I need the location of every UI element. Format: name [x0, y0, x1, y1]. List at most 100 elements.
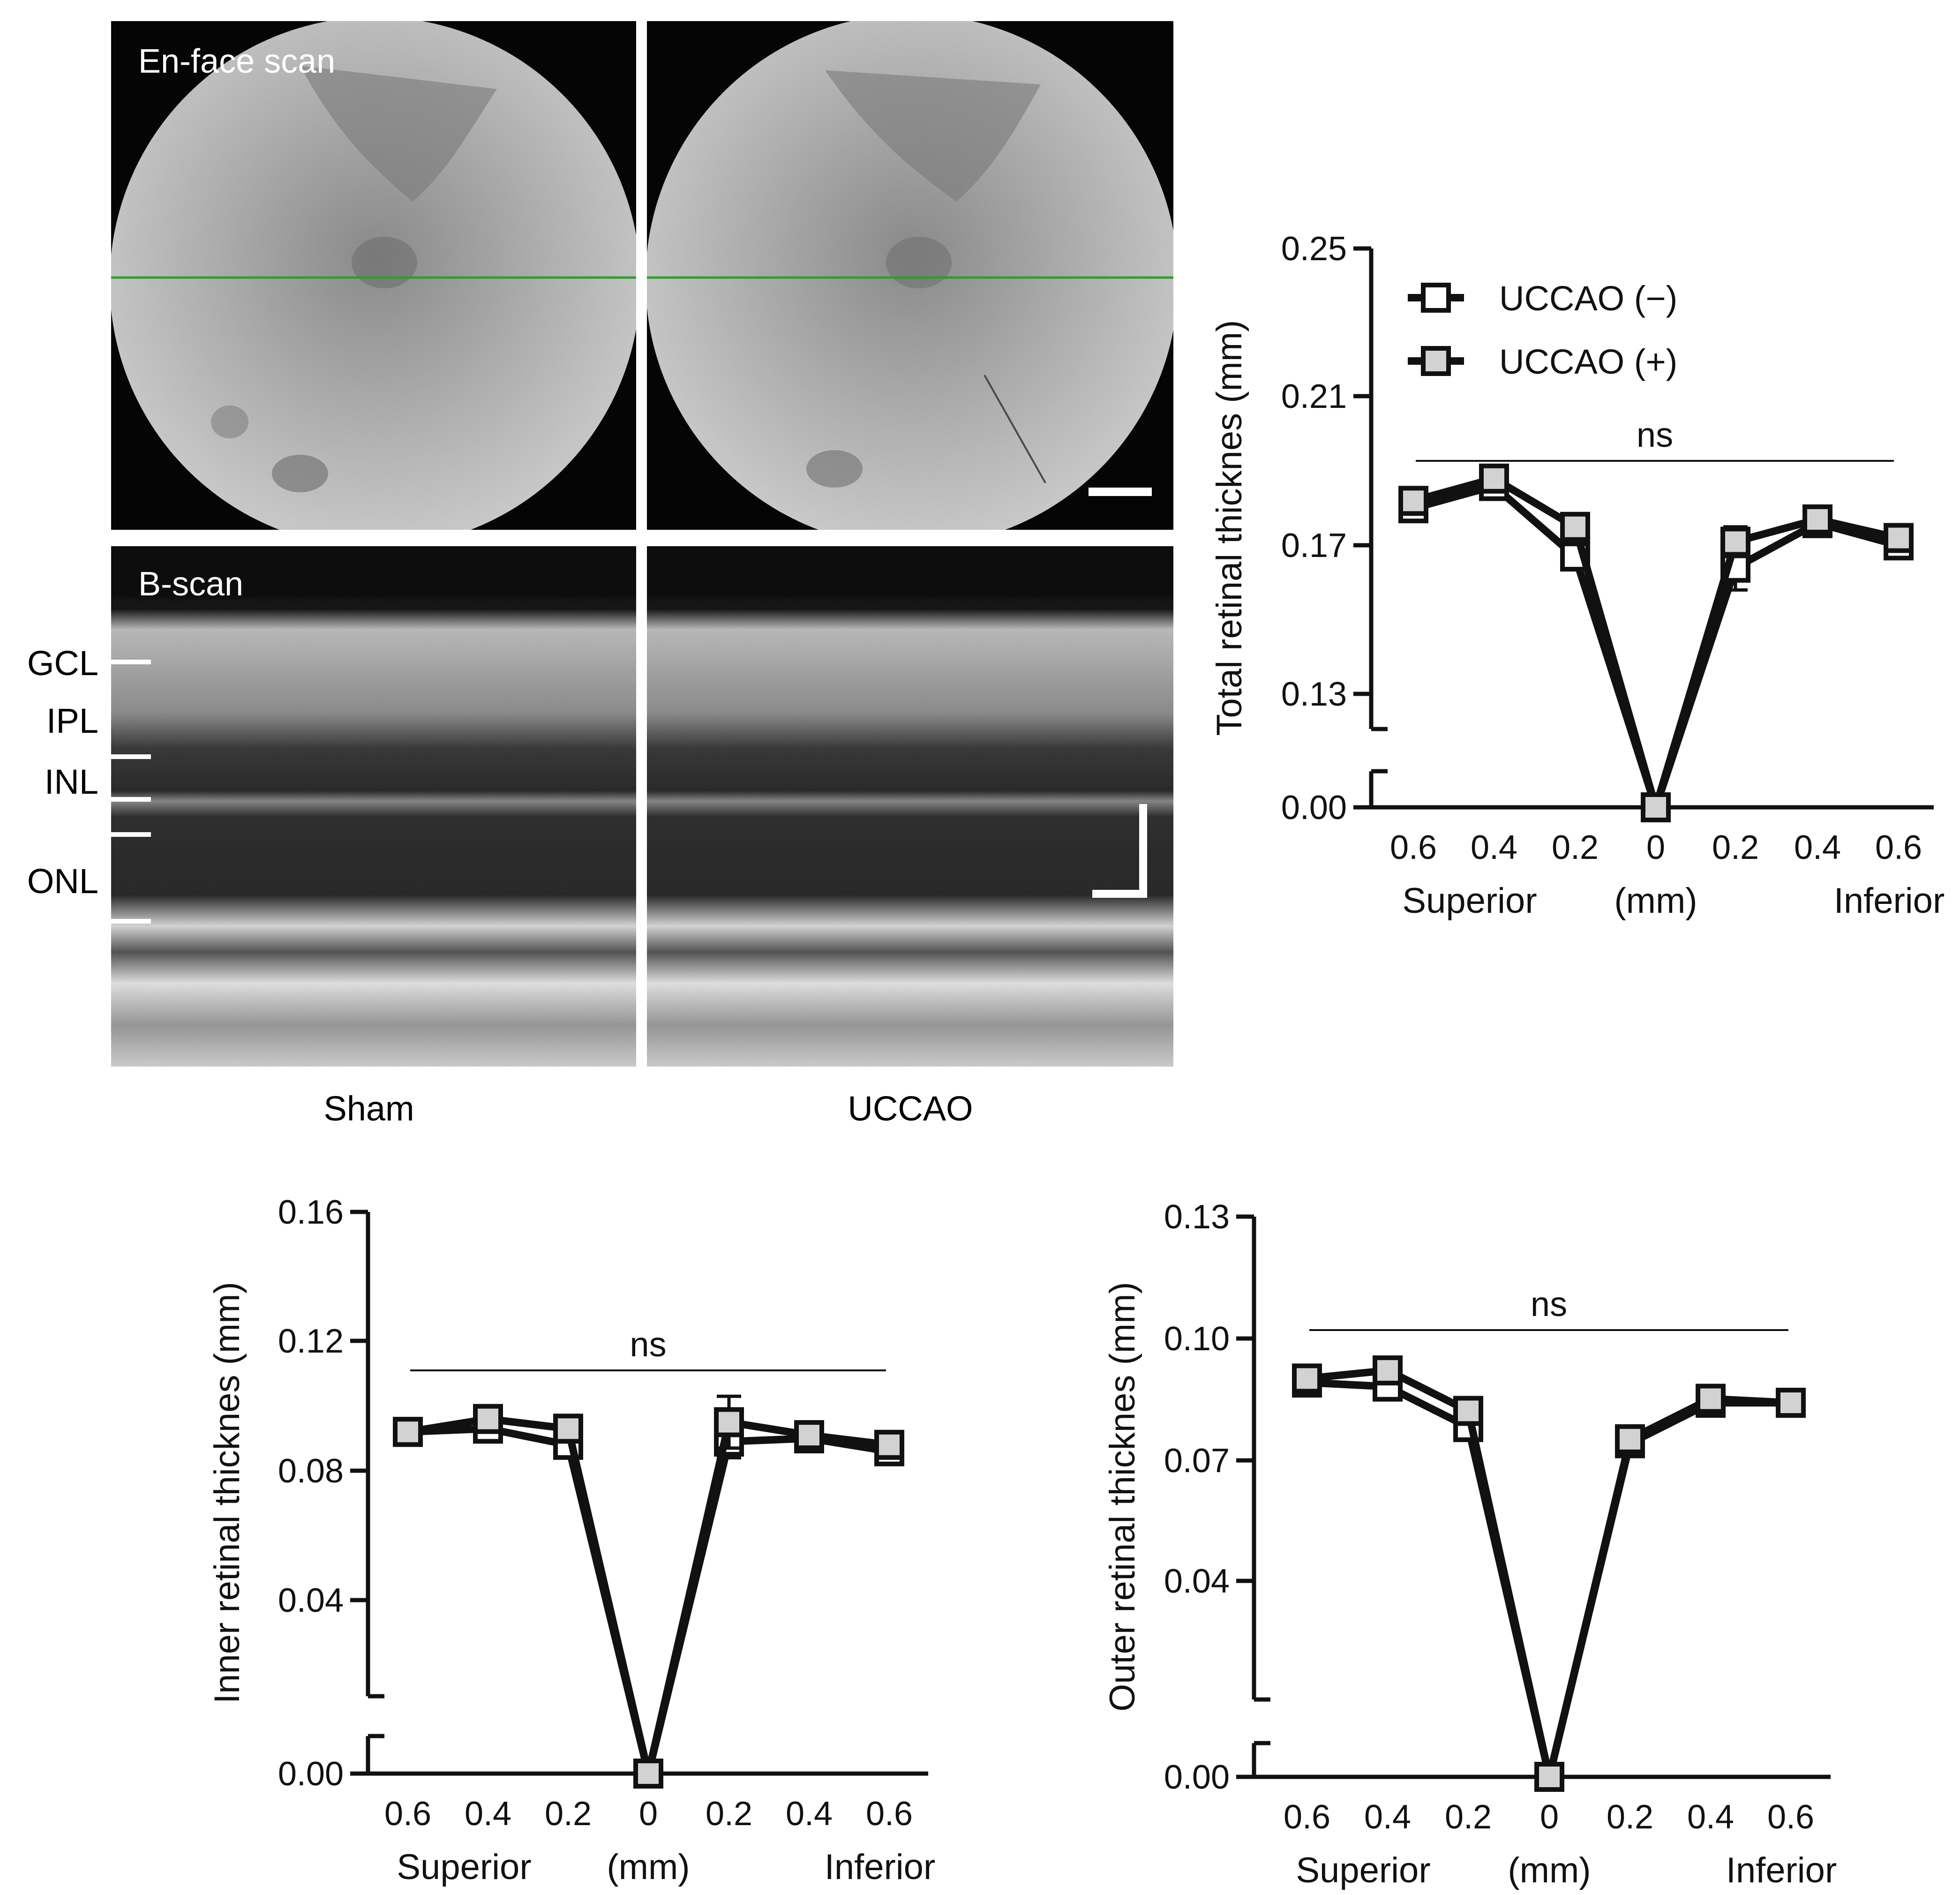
series-uccao-plus: [1292, 1355, 1806, 1792]
legend-marker: [1421, 283, 1451, 313]
significance-label: ns: [1531, 1285, 1567, 1323]
enface-image-uccao: [647, 21, 1173, 530]
y-tick-label: 0.25: [1281, 230, 1347, 268]
y-tick-label: 0.13: [1164, 1198, 1230, 1236]
x-tick-label: 0.6: [1390, 829, 1437, 866]
data-point-marker: [473, 1404, 503, 1434]
data-point-marker: [1292, 1363, 1322, 1394]
data-point-marker: [1560, 511, 1590, 542]
layer-label-ipl: IPL: [46, 701, 98, 740]
x-caption-inferior: Inferior: [1834, 881, 1945, 921]
layer-label-onl: ONL: [27, 862, 98, 901]
y-tick-label: 0.12: [278, 1323, 344, 1360]
series-uccao-plus: [393, 1394, 904, 1789]
y-tick-label: 0.08: [278, 1452, 344, 1490]
x-tick-label: 0.4: [1794, 829, 1841, 866]
x-caption-inferior: Inferior: [825, 1847, 936, 1887]
y-tick-label: 0.00: [278, 1755, 344, 1793]
x-tick-label: 0.2: [706, 1795, 752, 1833]
legend-marker: [1421, 346, 1451, 376]
x-tick-label: 0.6: [1875, 829, 1922, 866]
chart-axes: 0.00 0.13 0.17 0.21 0.25 0.6 0.4 0.2 0 0.2 0.4 0.6 S…: [1209, 230, 1945, 921]
data-point-marker: [1776, 1388, 1806, 1418]
y-tick-label: 0.00: [1281, 789, 1347, 827]
y-tick-label: 0.07: [1164, 1442, 1230, 1480]
x-caption-mm: (mm): [1508, 1850, 1591, 1890]
x-tick-label: 0.4: [465, 1795, 511, 1833]
x-tick-label: 0.2: [1552, 829, 1599, 866]
data-point-marker: [633, 1759, 663, 1789]
bscan-scale-bar: [1092, 804, 1147, 898]
series-line: [1307, 1378, 1791, 1781]
x-caption-mm: (mm): [1614, 881, 1697, 921]
legend-label: UCCAO (+): [1499, 342, 1677, 381]
x-tick-label: 0.4: [1364, 1798, 1411, 1836]
data-point-marker: [1453, 1396, 1483, 1426]
series-line: [407, 1415, 890, 1777]
x-tick-label: 0.6: [866, 1795, 913, 1833]
data-point-marker: [1720, 526, 1750, 557]
data-point-marker: [794, 1420, 824, 1451]
x-tick-label: 0.6: [384, 1795, 431, 1833]
y-tick-label: 0.16: [278, 1194, 344, 1231]
data-point-marker: [1373, 1355, 1403, 1386]
chart-outer-retinal-thickness: 0.00 0.04 0.07 0.10 0.13 0.6 0.4 0.2 0 0.2 0.4 0.6 S…: [1103, 1198, 1837, 1890]
y-axis-label: Total retinal thicknes (mm): [1209, 320, 1249, 736]
legend-label: UCCAO (−): [1499, 279, 1677, 318]
bscan-image-uccao: [647, 546, 1173, 1067]
data-point-marker: [874, 1429, 904, 1460]
condition-label-uccao: UCCAO: [848, 1089, 973, 1128]
x-caption-superior: Superior: [1402, 881, 1537, 921]
significance-label: ns: [630, 1325, 666, 1364]
layer-label-gcl: GCL: [27, 644, 98, 683]
x-tick-label: 0.6: [1767, 1798, 1814, 1836]
y-tick-label: 0.21: [1281, 378, 1347, 415]
x-tick-label: 0.2: [545, 1795, 592, 1833]
x-caption-superior: Superior: [1296, 1850, 1430, 1890]
data-point-marker: [1615, 1424, 1645, 1454]
oct-image-panels: [111, 21, 1173, 1067]
series-line: [407, 1425, 890, 1777]
y-axis-label: Inner retinal thicknes (mm): [207, 1282, 247, 1704]
x-tick-label: 0: [639, 1795, 658, 1833]
series-line: [1307, 1367, 1791, 1781]
x-caption-superior: Superior: [397, 1847, 531, 1887]
x-tick-label: 0.6: [1284, 1798, 1330, 1836]
data-point-marker: [1641, 792, 1671, 822]
data-point-marker: [1398, 486, 1428, 516]
layer-label-inl: INL: [45, 762, 98, 801]
data-point-marker: [1802, 504, 1832, 534]
data-point-marker: [714, 1407, 744, 1437]
data-point-marker: [1534, 1762, 1564, 1792]
condition-label-sham: Sham: [323, 1089, 414, 1128]
x-tick-label: 0.2: [1607, 1798, 1653, 1836]
y-tick-label: 0.00: [1164, 1759, 1230, 1796]
chart-axes: 0.00 0.04 0.08 0.12 0.16 0.6 0.4 0.2 0 0.2 0.4 0.6 S…: [207, 1194, 935, 1887]
x-tick-label: 0.4: [1687, 1798, 1734, 1836]
data-point-marker: [1479, 463, 1509, 494]
series-uccao-minus: [1292, 1367, 1806, 1792]
y-axis-label: Outer retinal thicknes (mm): [1103, 1282, 1142, 1711]
enface-label: En-face scan: [138, 43, 335, 80]
y-tick-label: 0.04: [1164, 1563, 1230, 1600]
series-uccao-plus: [1398, 463, 1914, 822]
y-tick-label: 0.04: [278, 1582, 344, 1619]
x-tick-label: 0.2: [1712, 829, 1759, 866]
legend: UCCAO (−) UCCAO (+): [1408, 279, 1677, 381]
x-tick-label: 0.4: [1471, 829, 1517, 866]
data-point-marker: [1696, 1384, 1726, 1414]
enface-scale-bar: [1089, 488, 1152, 496]
x-caption-inferior: Inferior: [1726, 1850, 1837, 1890]
series-uccao-minus: [393, 1414, 904, 1789]
chart-total-retinal-thickness: 0.00 0.13 0.17 0.21 0.25 0.6 0.4 0.2 0 0.2 0.4 0.6 S…: [1209, 230, 1945, 921]
y-tick-label: 0.17: [1281, 527, 1347, 564]
significance-label: ns: [1637, 415, 1673, 454]
chart-axes: 0.00 0.04 0.07 0.10 0.13 0.6 0.4 0.2 0 0.2 0.4 0.6 S…: [1103, 1198, 1837, 1890]
x-tick-label: 0: [1646, 829, 1665, 866]
data-point-marker: [1884, 523, 1914, 553]
y-tick-label: 0.13: [1281, 676, 1347, 713]
x-caption-mm: (mm): [607, 1847, 690, 1887]
x-tick-label: 0: [1540, 1798, 1559, 1836]
y-tick-label: 0.10: [1164, 1320, 1230, 1358]
